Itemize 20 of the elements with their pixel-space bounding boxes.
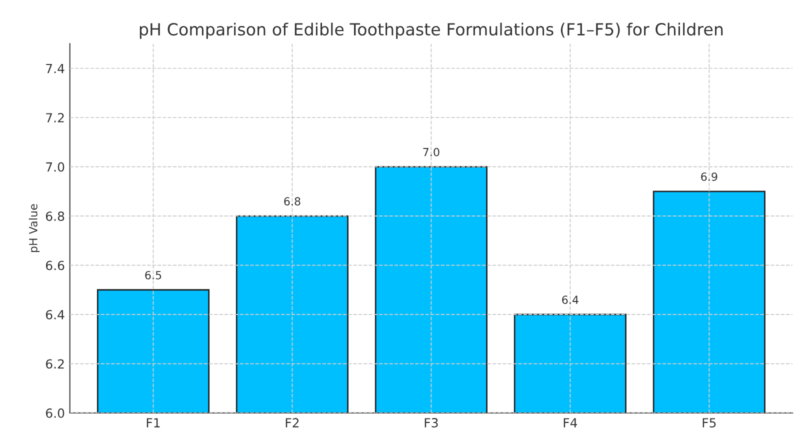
x-tick-label: F5	[702, 418, 716, 428]
data-label: 6.4	[562, 296, 578, 304]
text: 6.0	[46, 408, 64, 418]
data-label: 6.5	[145, 270, 162, 280]
text: 7.0	[46, 162, 64, 172]
data-label: 6.9	[701, 172, 718, 181]
y-axis-title: pH Value	[28, 204, 40, 252]
chart-title: pH Comparison of Edible Toothpaste Formulations (F1–F5) for Children	[140, 22, 723, 39]
text: 6.4	[46, 310, 64, 320]
text: 6.8	[46, 211, 64, 221]
data-label: 7.0	[423, 148, 440, 156]
text: 7.2	[46, 113, 64, 122]
x-tick-label: F1	[146, 418, 160, 428]
x-tick-label: F3	[424, 418, 438, 428]
text: 7.4	[46, 64, 64, 74]
x-tick-label: F4	[564, 418, 578, 428]
x-tick-label: F2	[286, 418, 299, 428]
data-label: 6.8	[284, 197, 300, 206]
text: 6.6	[46, 260, 64, 270]
text: 6.2	[46, 359, 64, 369]
